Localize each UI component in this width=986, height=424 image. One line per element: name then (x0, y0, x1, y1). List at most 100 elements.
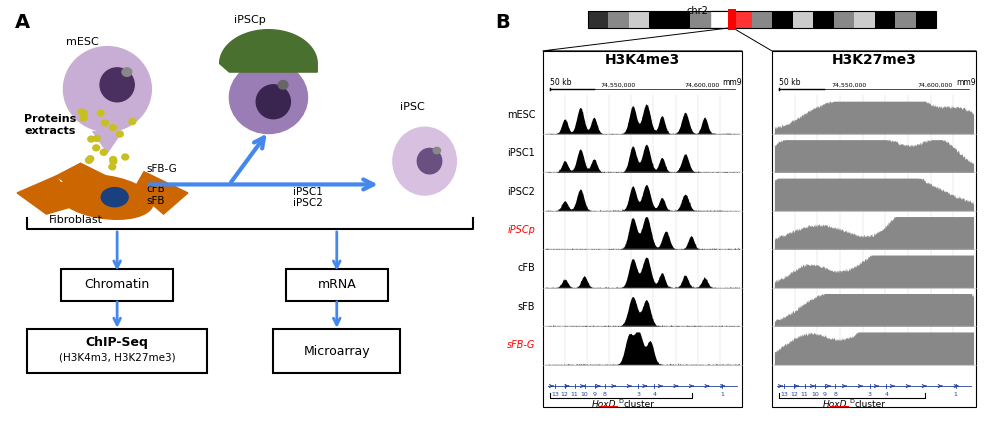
Text: mESC: mESC (507, 110, 535, 120)
Polygon shape (56, 163, 114, 193)
Bar (649, 11, 669, 28)
Text: 50 kb: 50 kb (779, 78, 801, 87)
Text: sFB: sFB (146, 195, 165, 206)
Text: Fibroblast: Fibroblast (49, 215, 103, 225)
Bar (772, 51, 976, 407)
Text: mESC: mESC (66, 36, 99, 47)
Text: 10: 10 (581, 392, 589, 396)
Polygon shape (220, 30, 317, 72)
Bar (854, 11, 875, 28)
Ellipse shape (63, 47, 151, 131)
Bar (588, 11, 608, 28)
Text: 10: 10 (810, 392, 818, 396)
Circle shape (80, 115, 87, 121)
Circle shape (102, 120, 108, 126)
Text: 13: 13 (780, 392, 788, 396)
Ellipse shape (278, 81, 288, 89)
Ellipse shape (417, 148, 442, 174)
Circle shape (109, 156, 116, 162)
Text: mRNA: mRNA (317, 279, 356, 291)
Bar (751, 11, 772, 28)
Text: A: A (15, 13, 30, 32)
Circle shape (78, 109, 85, 115)
Bar (629, 11, 649, 28)
Bar (895, 11, 916, 28)
Text: 4: 4 (653, 392, 657, 396)
Text: ChIP-Seq: ChIP-Seq (86, 336, 149, 349)
Text: iPSC1: iPSC1 (293, 187, 322, 197)
Text: D: D (850, 399, 855, 404)
Text: (H3K4m3, H3K27me3): (H3K4m3, H3K27me3) (59, 352, 176, 362)
Ellipse shape (256, 85, 291, 119)
Text: iPSC2: iPSC2 (293, 198, 322, 208)
Ellipse shape (102, 187, 128, 207)
Text: 50 kb: 50 kb (550, 78, 572, 87)
Text: H3K4me3: H3K4me3 (604, 53, 680, 67)
Circle shape (94, 136, 101, 142)
Text: sFB-G: sFB-G (146, 164, 177, 174)
Bar (690, 11, 711, 28)
Text: 1: 1 (953, 392, 957, 396)
Text: cluster: cluster (855, 400, 885, 409)
Bar (543, 51, 742, 407)
Circle shape (87, 156, 94, 162)
Ellipse shape (56, 175, 153, 219)
Polygon shape (17, 176, 76, 214)
Text: 11: 11 (801, 392, 809, 396)
Text: 74,550,000: 74,550,000 (832, 82, 867, 87)
Bar (711, 11, 732, 28)
Circle shape (98, 110, 105, 116)
Text: iPSCp: iPSCp (235, 15, 266, 25)
Text: 11: 11 (571, 392, 579, 396)
Ellipse shape (433, 147, 441, 154)
Circle shape (122, 154, 128, 160)
Text: iPSCp: iPSCp (508, 225, 535, 235)
Bar (793, 11, 813, 28)
Ellipse shape (100, 68, 134, 102)
Circle shape (88, 136, 95, 142)
Circle shape (110, 158, 116, 164)
Text: 74,550,000: 74,550,000 (600, 82, 636, 87)
Text: 13: 13 (551, 392, 559, 396)
Text: Chromatin: Chromatin (85, 279, 150, 291)
Text: iPSC: iPSC (400, 102, 425, 112)
Bar (728, 9, 737, 30)
Text: 9: 9 (823, 392, 827, 396)
Text: sFB-G: sFB-G (507, 340, 535, 350)
Circle shape (116, 131, 123, 137)
Circle shape (81, 110, 88, 116)
Circle shape (86, 157, 93, 163)
Bar (608, 11, 629, 28)
Bar (669, 11, 690, 28)
Polygon shape (134, 172, 188, 214)
Text: 4: 4 (884, 392, 888, 396)
Text: HoxD: HoxD (822, 400, 847, 409)
Text: 12: 12 (791, 392, 799, 396)
Circle shape (109, 125, 116, 131)
Circle shape (129, 119, 136, 125)
Text: B: B (496, 13, 511, 32)
Bar (916, 11, 936, 28)
Text: H3K27me3: H3K27me3 (831, 53, 916, 67)
Circle shape (93, 145, 100, 151)
Circle shape (101, 149, 107, 155)
Text: 9: 9 (593, 392, 597, 396)
Bar (834, 11, 854, 28)
Text: 3: 3 (636, 392, 641, 396)
Text: mm9: mm9 (722, 78, 741, 87)
Text: 3: 3 (868, 392, 872, 396)
Circle shape (108, 164, 115, 170)
FancyBboxPatch shape (286, 269, 388, 301)
Text: iPSC1: iPSC1 (508, 148, 535, 158)
Bar (732, 11, 751, 28)
Text: Proteins
extracts: Proteins extracts (25, 114, 77, 136)
Bar (588, 11, 936, 28)
Text: 74,600,000: 74,600,000 (918, 82, 952, 87)
Text: Microarray: Microarray (304, 345, 370, 357)
Polygon shape (93, 131, 122, 153)
Text: mm9: mm9 (956, 78, 976, 87)
FancyBboxPatch shape (61, 269, 174, 301)
Ellipse shape (392, 127, 457, 195)
Bar (772, 11, 793, 28)
Text: iPSC2: iPSC2 (508, 187, 535, 197)
